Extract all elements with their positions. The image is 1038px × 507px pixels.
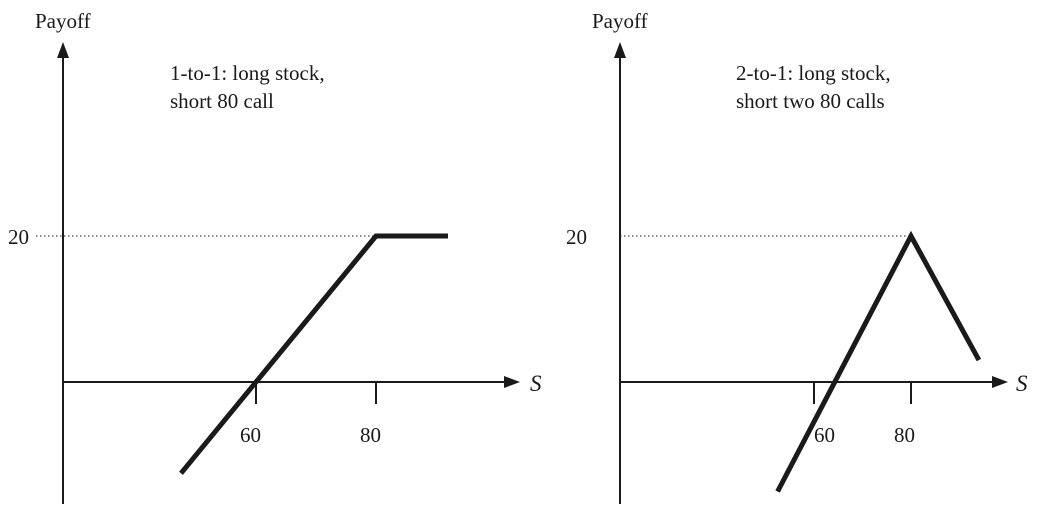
annotation-line-2: short 80 call xyxy=(170,89,274,113)
x-tick-label-80: 80 xyxy=(360,423,381,447)
y-axis-arrow xyxy=(614,42,626,58)
y-axis-label: Payoff xyxy=(592,9,648,33)
x-tick-label-60: 60 xyxy=(240,423,261,447)
y-axis-arrow xyxy=(57,42,69,58)
panel-1-to-1: Payoff 1-to-1: long stock, short 80 call… xyxy=(8,9,542,504)
x-axis-label: S xyxy=(1016,371,1028,396)
payoff-series-line xyxy=(775,230,982,493)
y-tick-label-20: 20 xyxy=(8,225,29,249)
x-axis-arrow xyxy=(504,376,520,388)
y-tick-label-20: 20 xyxy=(566,225,587,249)
x-axis-label: S xyxy=(530,371,542,396)
x-tick-label-80: 80 xyxy=(894,423,915,447)
annotation-line-1: 2-to-1: long stock, xyxy=(736,61,891,85)
x-axis-arrow xyxy=(992,376,1008,388)
y-axis-label: Payoff xyxy=(35,9,91,33)
panel-2-to-1: Payoff 2-to-1: long stock, short two 80 … xyxy=(566,9,1028,504)
annotation-line-1: 1-to-1: long stock, xyxy=(170,61,325,85)
x-tick-label-60: 60 xyxy=(814,423,835,447)
annotation-line-2: short two 80 calls xyxy=(736,89,885,113)
payoff-series-line xyxy=(179,233,448,475)
